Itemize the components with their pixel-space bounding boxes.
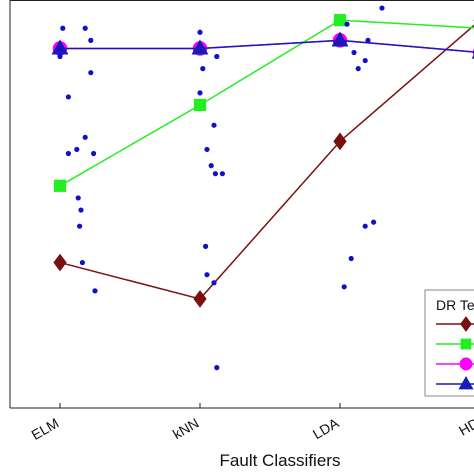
scatter-point <box>204 146 210 153</box>
series-2-line <box>59 19 474 187</box>
scatter-point <box>65 94 71 100</box>
series-2-marker <box>333 14 347 27</box>
scatter-point <box>82 25 88 31</box>
scatter-point <box>344 21 350 27</box>
scatter-point <box>82 134 88 140</box>
scatter-point <box>65 150 71 157</box>
scatter-point <box>91 150 97 157</box>
scatter-point <box>219 171 225 177</box>
scatter-point <box>362 223 368 229</box>
scatter-point <box>341 284 347 290</box>
series-4-marker <box>191 39 209 55</box>
series-4-line <box>60 39 474 53</box>
scatter-point <box>200 66 206 72</box>
scatter-point <box>208 163 214 169</box>
legend-title: DR Te <box>436 297 474 313</box>
series-2-marker <box>193 98 207 112</box>
scatter-point <box>214 365 220 371</box>
legend-series-1-marker <box>460 316 472 332</box>
scatter-point <box>203 243 209 249</box>
series-1-line <box>59 24 474 300</box>
scatter-point <box>204 272 210 278</box>
scatter-point <box>365 37 371 43</box>
scatter-point <box>212 171 218 177</box>
series-1-marker <box>53 253 67 272</box>
scatter-point <box>75 195 81 201</box>
scatter-point <box>214 53 220 60</box>
series-1-marker <box>193 290 207 308</box>
scatter-point <box>57 53 63 60</box>
series-2-marker <box>53 179 67 192</box>
scatter-point <box>197 29 203 35</box>
scatter-point <box>211 280 217 286</box>
scatter-point <box>88 70 94 76</box>
scatter-point <box>379 5 385 11</box>
series-layer <box>51 14 474 308</box>
scatter-point <box>348 255 354 262</box>
scatter-point <box>79 259 85 266</box>
scatter-point <box>78 207 84 213</box>
scatter-point <box>355 66 361 72</box>
scatter-point <box>371 219 377 225</box>
scatter-point <box>197 90 203 96</box>
series-1-marker <box>333 132 347 151</box>
scatter-point <box>77 223 83 229</box>
legend-series-4-marker <box>458 375 474 390</box>
scatter-point <box>60 25 66 31</box>
scatter-point <box>351 49 357 56</box>
x-axis-title: Fault Classifiers <box>220 451 341 470</box>
scatter-point <box>92 288 98 294</box>
legend: DR Te <box>424 289 474 397</box>
legend-series-2-marker <box>460 338 472 350</box>
scatter-point <box>362 57 368 64</box>
scatter-point <box>74 146 80 153</box>
scatter-point <box>211 122 217 128</box>
legend-series-3-marker <box>459 357 473 371</box>
scatter-point <box>88 37 94 43</box>
scatter-layer <box>57 5 385 371</box>
scatter-point <box>57 45 63 52</box>
series-4-marker <box>331 31 349 47</box>
